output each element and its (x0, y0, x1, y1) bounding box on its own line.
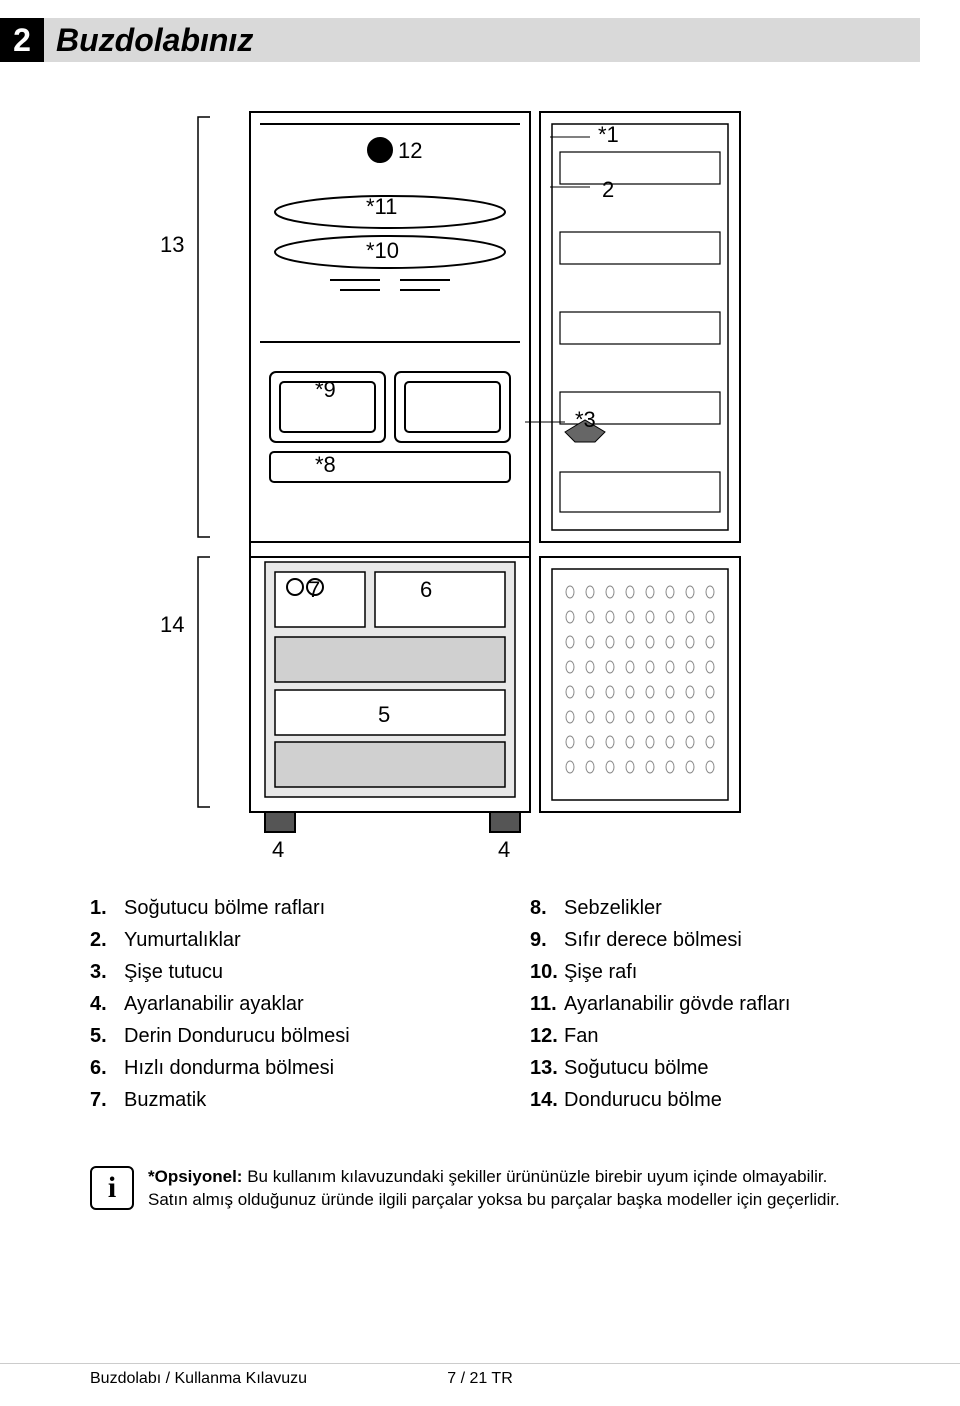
list-item: 2.Yumurtalıklar (90, 924, 430, 956)
fridge-svg (120, 82, 840, 862)
section-title: Buzdolabınız (56, 22, 253, 59)
info-text: *Opsiyonel: Bu kullanım kılavuzundaki şe… (148, 1166, 870, 1212)
list-item: 10.Şişe rafı (530, 956, 870, 988)
list-item: 13.Soğutucu bölme (530, 1052, 870, 1084)
callout-7: 7 (308, 577, 320, 603)
callout-11: *11 (366, 194, 397, 220)
callout-14: 14 (160, 612, 184, 638)
callout-13: 13 (160, 232, 184, 258)
callout-2: 2 (602, 177, 614, 203)
list-item: 14.Dondurucu bölme (530, 1084, 870, 1116)
callout-4a: 4 (272, 837, 284, 863)
callout-9: *9 (315, 377, 336, 403)
callout-5: 5 (378, 702, 390, 728)
list-item: 8.Sebzelikler (530, 892, 870, 924)
info-icon: i (90, 1166, 134, 1210)
list-item: 9.Sıfır derece bölmesi (530, 924, 870, 956)
callout-3: *3 (575, 407, 596, 433)
list-item: 11.Ayarlanabilir gövde rafları (530, 988, 870, 1020)
callout-6: 6 (420, 577, 432, 603)
callout-12: 12 (398, 138, 422, 164)
list-item: 3.Şişe tutucu (90, 956, 430, 988)
footer-left: Buzdolabı / Kullanma Kılavuzu (90, 1370, 307, 1388)
info-box: i *Opsiyonel: Bu kullanım kılavuzundaki … (90, 1166, 870, 1212)
callout-4b: 4 (498, 837, 510, 863)
list-item: 5.Derin Dondurucu bölmesi (90, 1020, 430, 1052)
list-item: 6.Hızlı dondurma bölmesi (90, 1052, 430, 1084)
callout-8: *8 (315, 452, 336, 478)
callout-1: *1 (598, 122, 619, 148)
parts-left-col: 1.Soğutucu bölme rafları 2.Yumurtalıklar… (90, 892, 430, 1116)
section-number: 2 (0, 18, 44, 62)
parts-right-col: 8.Sebzelikler 9.Sıfır derece bölmesi 10.… (530, 892, 870, 1116)
fridge-diagram: *1 2 12 *11 *10 *9 *8 *3 7 6 5 4 4 13 14 (120, 82, 840, 862)
footer-center: 7 / 21 TR (447, 1370, 513, 1388)
section-header: 2 Buzdolabınız (0, 18, 920, 62)
list-item: 12.Fan (530, 1020, 870, 1052)
callout-10: *10 (366, 238, 399, 264)
parts-lists: 1.Soğutucu bölme rafları 2.Yumurtalıklar… (90, 892, 870, 1116)
list-item: 4.Ayarlanabilir ayaklar (90, 988, 430, 1020)
page-footer: Buzdolabı / Kullanma Kılavuzu 7 / 21 TR (0, 1363, 960, 1388)
list-item: 7.Buzmatik (90, 1084, 430, 1116)
list-item: 1.Soğutucu bölme rafları (90, 892, 430, 924)
